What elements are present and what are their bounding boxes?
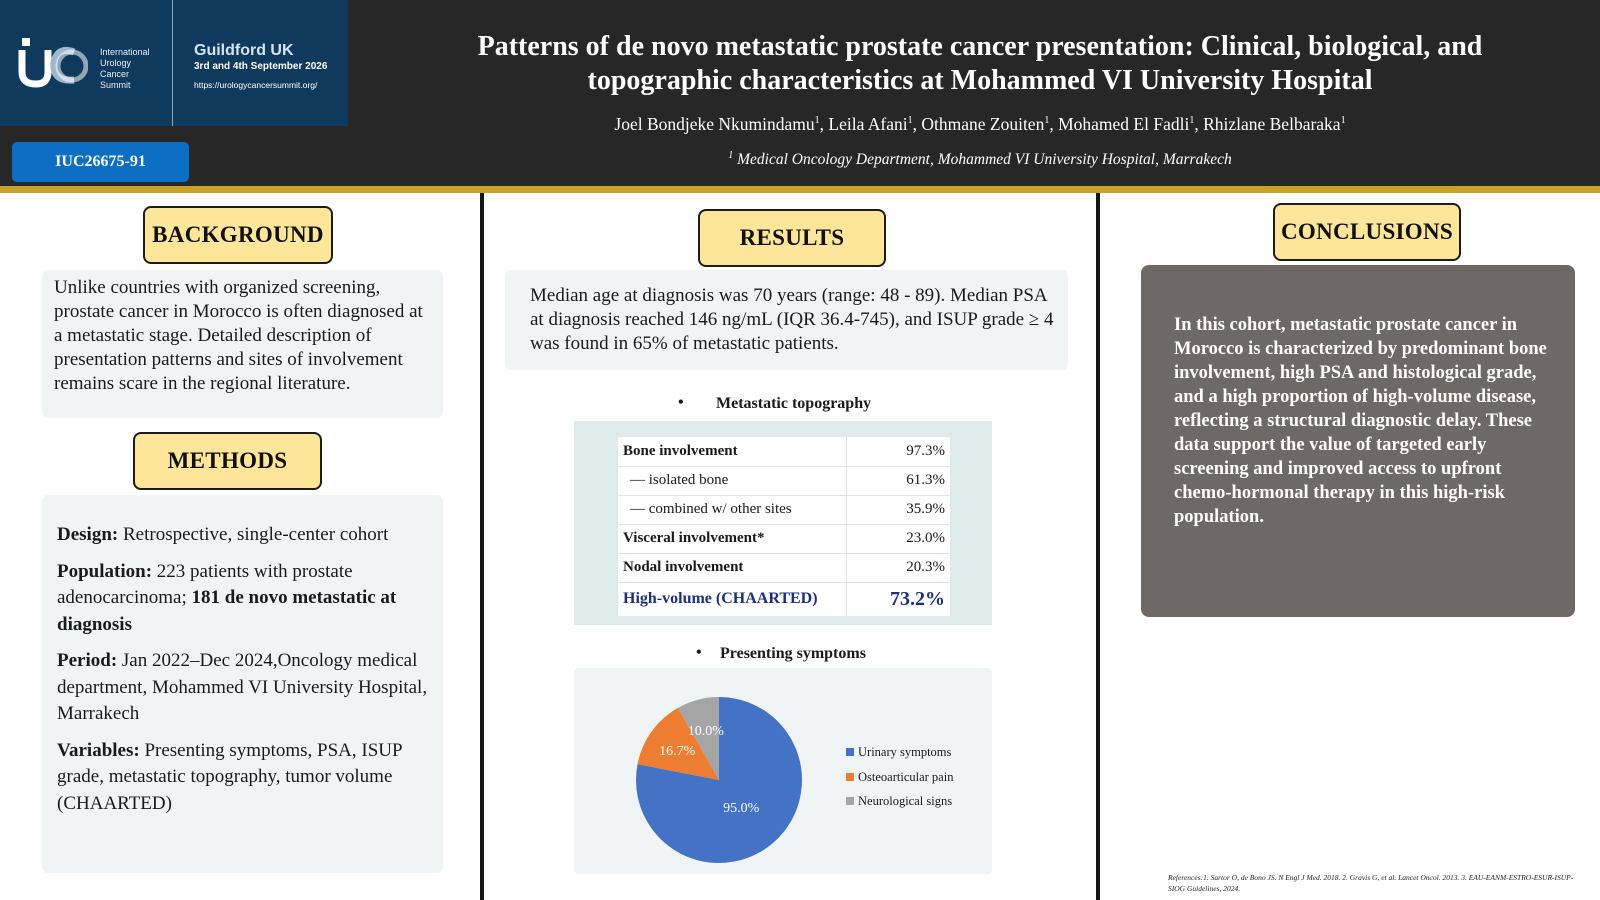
legend-label: Neurological signs — [858, 794, 953, 808]
row-label: — combined w/ other sites — [618, 495, 846, 525]
pie-legend: Urinary symptoms Osteoarticular pain Neu… — [846, 740, 953, 814]
legend-item: Neurological signs — [846, 789, 953, 814]
symptoms-pie-chart: 95.0% 16.7% 10.0% — [636, 697, 802, 863]
legend-item: Urinary symptoms — [846, 740, 953, 765]
poster-title: Patterns of de novo metastatic prostate … — [477, 31, 1483, 96]
references: References:1. Sartor O, de Bono JS. N En… — [1168, 873, 1574, 893]
poster-header: International Urology Cancer Summit Guil… — [0, 0, 1600, 186]
legend-label: Urinary symptoms — [858, 745, 952, 759]
row-label: — isolated bone — [618, 466, 846, 496]
results-summary: Median age at diagnosis was 70 years (ra… — [530, 285, 1054, 354]
pie-slice — [637, 707, 719, 780]
symptoms-heading: Presenting symptoms — [720, 645, 866, 662]
header-rule — [0, 186, 1600, 193]
legend-swatch — [846, 748, 854, 757]
pie-data-label: 16.7% — [659, 744, 696, 759]
background-heading: BACKGROUND — [143, 206, 333, 264]
background-text: Unlike countries with organized screenin… — [54, 277, 423, 394]
table-row: — isolated bone 61.3% — [618, 466, 950, 496]
methods-panel — [42, 495, 443, 873]
methods-variables: Variables: Presenting symptoms, PSA, ISU… — [57, 739, 402, 814]
legend-label: Osteoarticular pain — [858, 769, 954, 784]
legend-item: Osteoarticular pain — [846, 765, 953, 790]
table-row: Nodal involvement 20.3% — [618, 553, 950, 583]
logo-divider — [172, 0, 173, 126]
results-summary-panel — [505, 270, 1068, 370]
results-heading: RESULTS — [698, 209, 886, 267]
pie-data-label: 95.0% — [723, 801, 760, 816]
logo-org-name: International Urology Cancer Summit — [100, 47, 150, 90]
methods-heading: METHODS — [133, 432, 322, 490]
legend-swatch — [846, 772, 854, 781]
pie-slice — [678, 697, 719, 780]
background-panel — [42, 270, 443, 418]
pie-data-label: 10.0% — [688, 724, 725, 739]
legend-swatch — [846, 797, 854, 806]
row-value: 20.3% — [845, 553, 950, 583]
methods-population: Population: 223 patients with prostate a… — [57, 560, 397, 635]
column-divider-right — [1096, 193, 1100, 900]
methods-design: Design: Retrospective, single-center coh… — [57, 524, 389, 545]
bullet-marker: • — [678, 394, 684, 411]
conference-city: Guildford UK — [194, 42, 294, 59]
topography-heading: Metastatic topography — [716, 395, 872, 412]
bullet-marker: • — [696, 644, 702, 661]
conclusions-heading: CONCLUSIONS — [1273, 203, 1461, 261]
conclusions-panel — [1141, 265, 1575, 617]
row-value: 23.0% — [845, 524, 950, 554]
conference-url: https://urologycancersummit.org/ — [194, 80, 318, 90]
methods-list: Design: Retrospective, single-center coh… — [57, 522, 429, 827]
conclusions-text: In this cohort, metastatic prostate canc… — [1174, 315, 1547, 527]
author-list: Joel Bondjeke Nkumindamu1, Leila Afani1,… — [614, 114, 1346, 134]
row-label: Visceral involvement* — [618, 524, 846, 554]
table-row: Visceral involvement* 23.0% — [618, 524, 950, 554]
conference-logo: International Urology Cancer Summit Guil… — [0, 0, 348, 126]
row-value: 61.3% — [845, 466, 950, 496]
table-row: — combined w/ other sites 35.9% — [618, 495, 950, 525]
row-label: Nodal involvement — [618, 553, 846, 583]
methods-period: Period: Jan 2022–Dec 2024,Oncology medic… — [57, 650, 428, 724]
row-value: 97.3% — [845, 437, 950, 467]
table-row-highlight: High-volume (CHAARTED) 73.2% — [618, 582, 950, 616]
column-divider-left — [480, 193, 484, 900]
ius-logo-icon — [18, 38, 88, 88]
table-row: Bone involvement 97.3% — [618, 437, 950, 467]
row-label: Bone involvement — [618, 437, 846, 467]
conference-dates: 3rd and 4th September 2026 — [194, 61, 328, 72]
row-value: 35.9% — [845, 495, 950, 525]
poster-id-badge: IUC26675-91 — [12, 142, 189, 182]
row-value: 73.2% — [845, 582, 950, 616]
row-label: High-volume (CHAARTED) — [623, 590, 818, 608]
topography-table: Bone involvement 97.3% — isolated bone 6… — [618, 437, 950, 616]
affiliation: 1 Medical Oncology Department, Mohammed … — [728, 150, 1232, 169]
